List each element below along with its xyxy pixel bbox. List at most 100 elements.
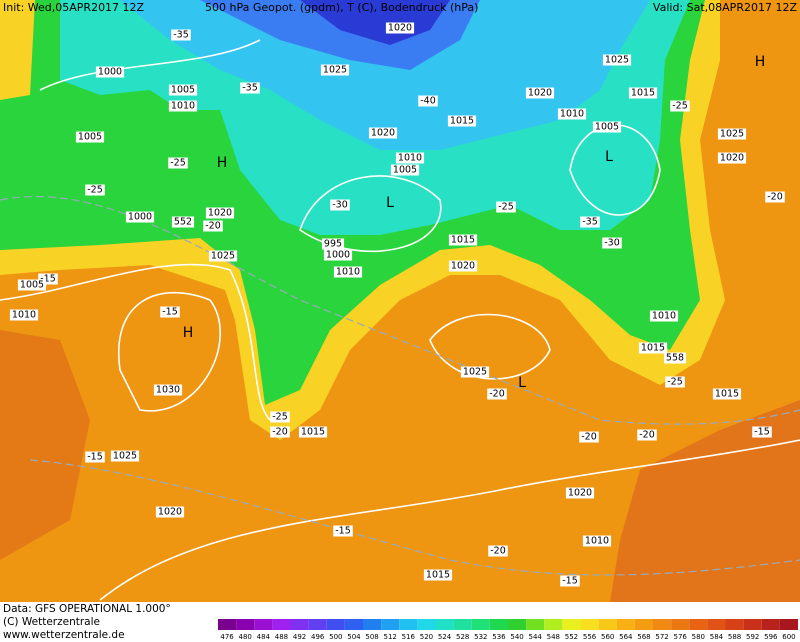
contour-label: 1025 (463, 367, 487, 378)
pressure-center: L (518, 375, 526, 391)
label-box (752, 426, 772, 438)
contour-label: -30 (604, 238, 620, 249)
colorbar-label: 520 (420, 633, 433, 641)
colorbar-label: 540 (510, 633, 523, 641)
map (0, 0, 800, 602)
warm-region (610, 400, 800, 602)
colorbar-label: 536 (492, 633, 506, 641)
colorbar-swatch (725, 619, 744, 630)
contour-label: 1010 (560, 109, 584, 120)
map-labels: -35100010051010-3510201025-4010151020102… (9, 22, 785, 587)
colorbar-label: 580 (692, 633, 705, 641)
contour-label: -15 (335, 526, 351, 537)
contour-label: 1025 (211, 251, 235, 262)
label-box (333, 266, 363, 278)
label-box (560, 575, 580, 587)
colorbar: 476 480 484 488 492 496 500 504 508 512 516 520 524 5… (218, 619, 798, 641)
data-source: Data: GFS OPERATIONAL 1.000° (3, 603, 171, 615)
contour-label: 1015 (715, 389, 739, 400)
contour-label: -25 (87, 185, 103, 196)
isobar (117, 291, 221, 412)
colorbar-label: 596 (764, 633, 778, 641)
contour-label: -20 (205, 221, 221, 232)
contour-label: -35 (173, 30, 189, 41)
label-box (153, 384, 183, 396)
label-box (171, 29, 191, 41)
label-box (9, 309, 39, 321)
contour-label: 1020 (720, 153, 744, 164)
label-box (717, 152, 747, 164)
contour-label: -20 (272, 427, 288, 438)
contour-label: 1010 (12, 310, 36, 321)
label-box (110, 450, 140, 462)
label-box (423, 569, 453, 581)
pressure-center: H (183, 325, 194, 341)
colorbar-label: 496 (311, 633, 325, 641)
contour-label: 1015 (451, 235, 475, 246)
contour-label: 1015 (641, 343, 665, 354)
contour-label: -20 (489, 389, 505, 400)
contour-label: 1020 (388, 23, 412, 34)
contour-label: 1025 (113, 451, 137, 462)
colorbar-label: 576 (674, 633, 688, 641)
contour-label: -35 (242, 83, 258, 94)
colorbar-label: 568 (637, 633, 650, 641)
contour-label: 1015 (301, 427, 325, 438)
label-box (390, 164, 420, 176)
contour-label: -35 (582, 217, 598, 228)
label-box (717, 128, 747, 140)
label-box (321, 238, 345, 250)
label-box (160, 306, 180, 318)
colorbar-swatch (562, 619, 581, 630)
colorbar-swatch (743, 619, 762, 630)
colorbar-swatch (526, 619, 545, 630)
colorbar-swatch (671, 619, 690, 630)
colorbar-swatch (236, 619, 255, 630)
contour-label: -30 (332, 200, 348, 211)
contour-label: -25 (170, 158, 186, 169)
label-box (765, 191, 785, 203)
label-box (638, 342, 668, 354)
colorbar-label: 492 (293, 633, 306, 641)
colorbar-label: 516 (402, 633, 416, 641)
contour-label: 1015 (631, 88, 655, 99)
colorbar-swatch (326, 619, 345, 630)
contour-label: -15 (162, 307, 178, 318)
init-time: Init: Wed,05APR2017 12Z (3, 1, 145, 14)
label-box (85, 184, 105, 196)
colorbar-swatch (580, 619, 599, 630)
label-box (125, 211, 155, 223)
contour-label: 1030 (156, 385, 180, 396)
colorbar-swatch (544, 619, 563, 630)
label-box (38, 273, 58, 285)
label-box (670, 100, 690, 112)
warm-region (0, 330, 90, 560)
contour-label: 1010 (398, 153, 422, 164)
label-box (208, 250, 238, 262)
label-box (488, 545, 508, 557)
label-box (368, 127, 398, 139)
colorbar-swatch (308, 619, 327, 630)
contour-label: -20 (639, 430, 655, 441)
contour-label: 1005 (595, 122, 619, 133)
colorbar-swatch (761, 619, 780, 630)
isotherm (0, 195, 800, 425)
colorbar-label: 504 (347, 633, 361, 641)
colorbar-swatch (218, 619, 237, 630)
label-box (580, 216, 600, 228)
label-box (205, 207, 235, 219)
contour-label: -15 (562, 576, 578, 587)
label-box (628, 87, 658, 99)
colorbar-label: 588 (728, 633, 741, 641)
colorbar-swatch (489, 619, 508, 630)
isobar (39, 39, 261, 91)
colorbar-label: 548 (547, 633, 560, 641)
colorbar-label: 572 (655, 633, 668, 641)
copyright: (C) Wetterzentrale (3, 616, 100, 628)
pressure-center: H (755, 54, 766, 70)
label-box (385, 22, 415, 34)
contour-label: 1005 (171, 85, 195, 96)
label-box (270, 426, 290, 438)
contour-label: -25 (667, 377, 683, 388)
